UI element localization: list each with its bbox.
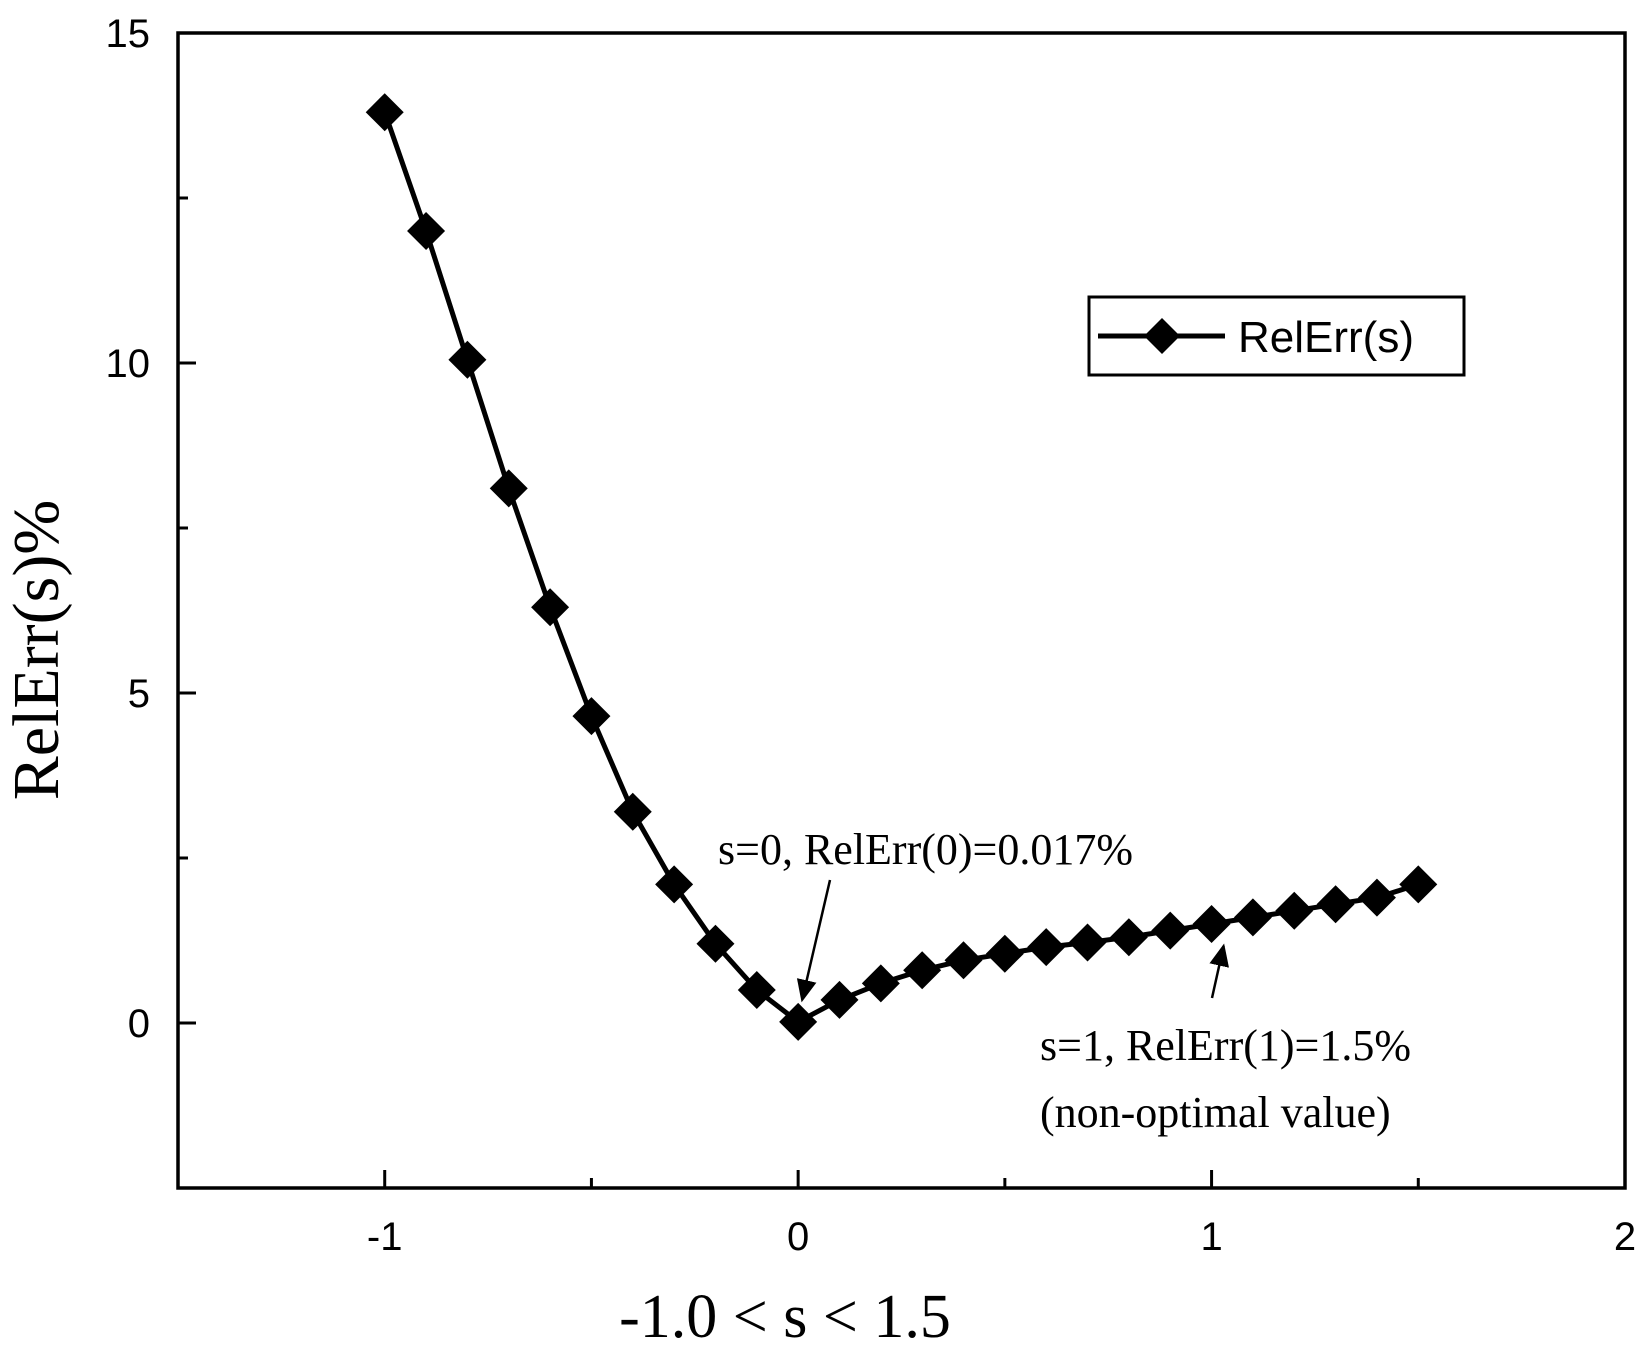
y-tick-label: 15	[106, 12, 151, 56]
x-tick-label: -1	[367, 1215, 403, 1259]
annotation-s1-arrow	[1209, 943, 1229, 999]
legend: RelErr(s)	[1087, 295, 1466, 377]
data-point	[737, 971, 776, 1009]
axis-ticks	[176, 31, 1627, 1190]
y-tick-label: 0	[128, 1002, 150, 1046]
plot-frame	[176, 31, 1627, 1190]
data-point	[655, 865, 694, 904]
data-point	[944, 941, 983, 980]
data-point	[1192, 905, 1231, 943]
annotation-min: s=0, RelErr(0)=0.017%	[718, 825, 1133, 1003]
data-point	[903, 951, 942, 990]
annotation-s1-text: s=1, RelErr(1)=1.5%	[1040, 1021, 1411, 1070]
x-tick-label: 0	[787, 1215, 809, 1259]
data-point	[531, 588, 570, 627]
data-point	[572, 697, 611, 736]
data-point	[1399, 865, 1438, 904]
data-point	[448, 340, 487, 379]
data-point	[1316, 885, 1355, 924]
data-point	[820, 980, 859, 1019]
data-point	[407, 212, 446, 250]
data-point	[489, 469, 528, 508]
data-point	[1357, 878, 1396, 917]
data-point	[1027, 928, 1066, 967]
series-points-relerr	[365, 93, 1438, 1041]
y-tick-label: 5	[128, 672, 150, 716]
annotation-s1: s=1, RelErr(1)=1.5% (non-optimal value)	[1040, 943, 1411, 1137]
axis-tick-labels: -1 0 1 2 0 5 10 15	[106, 12, 1637, 1259]
x-tick-label: 1	[1200, 1215, 1222, 1259]
data-point	[696, 924, 735, 963]
y-tick-label: 10	[106, 342, 151, 386]
annotation-min-arrow	[796, 879, 832, 1003]
data-point	[613, 792, 652, 831]
annotation-s1-text-line2: (non-optimal value)	[1040, 1088, 1391, 1137]
series-line-relerr	[382, 111, 1420, 1025]
data-point	[1151, 911, 1190, 950]
x-tick-label: 2	[1614, 1215, 1636, 1259]
data-point	[1109, 918, 1148, 957]
x-axis-title: -1.0 < s < 1.5	[619, 1283, 951, 1351]
legend-marker-diamond	[1144, 318, 1180, 354]
data-point	[1068, 923, 1107, 962]
y-axis-title: RelErr(s)%	[0, 500, 73, 801]
data-point	[861, 964, 900, 1003]
data-point	[1275, 891, 1314, 930]
data-point	[1233, 898, 1272, 937]
data-point	[365, 93, 404, 132]
data-point	[985, 934, 1024, 973]
data-point	[779, 1002, 818, 1041]
legend-label: RelErr(s)	[1238, 313, 1414, 362]
annotation-min-text: s=0, RelErr(0)=0.017%	[718, 825, 1133, 874]
